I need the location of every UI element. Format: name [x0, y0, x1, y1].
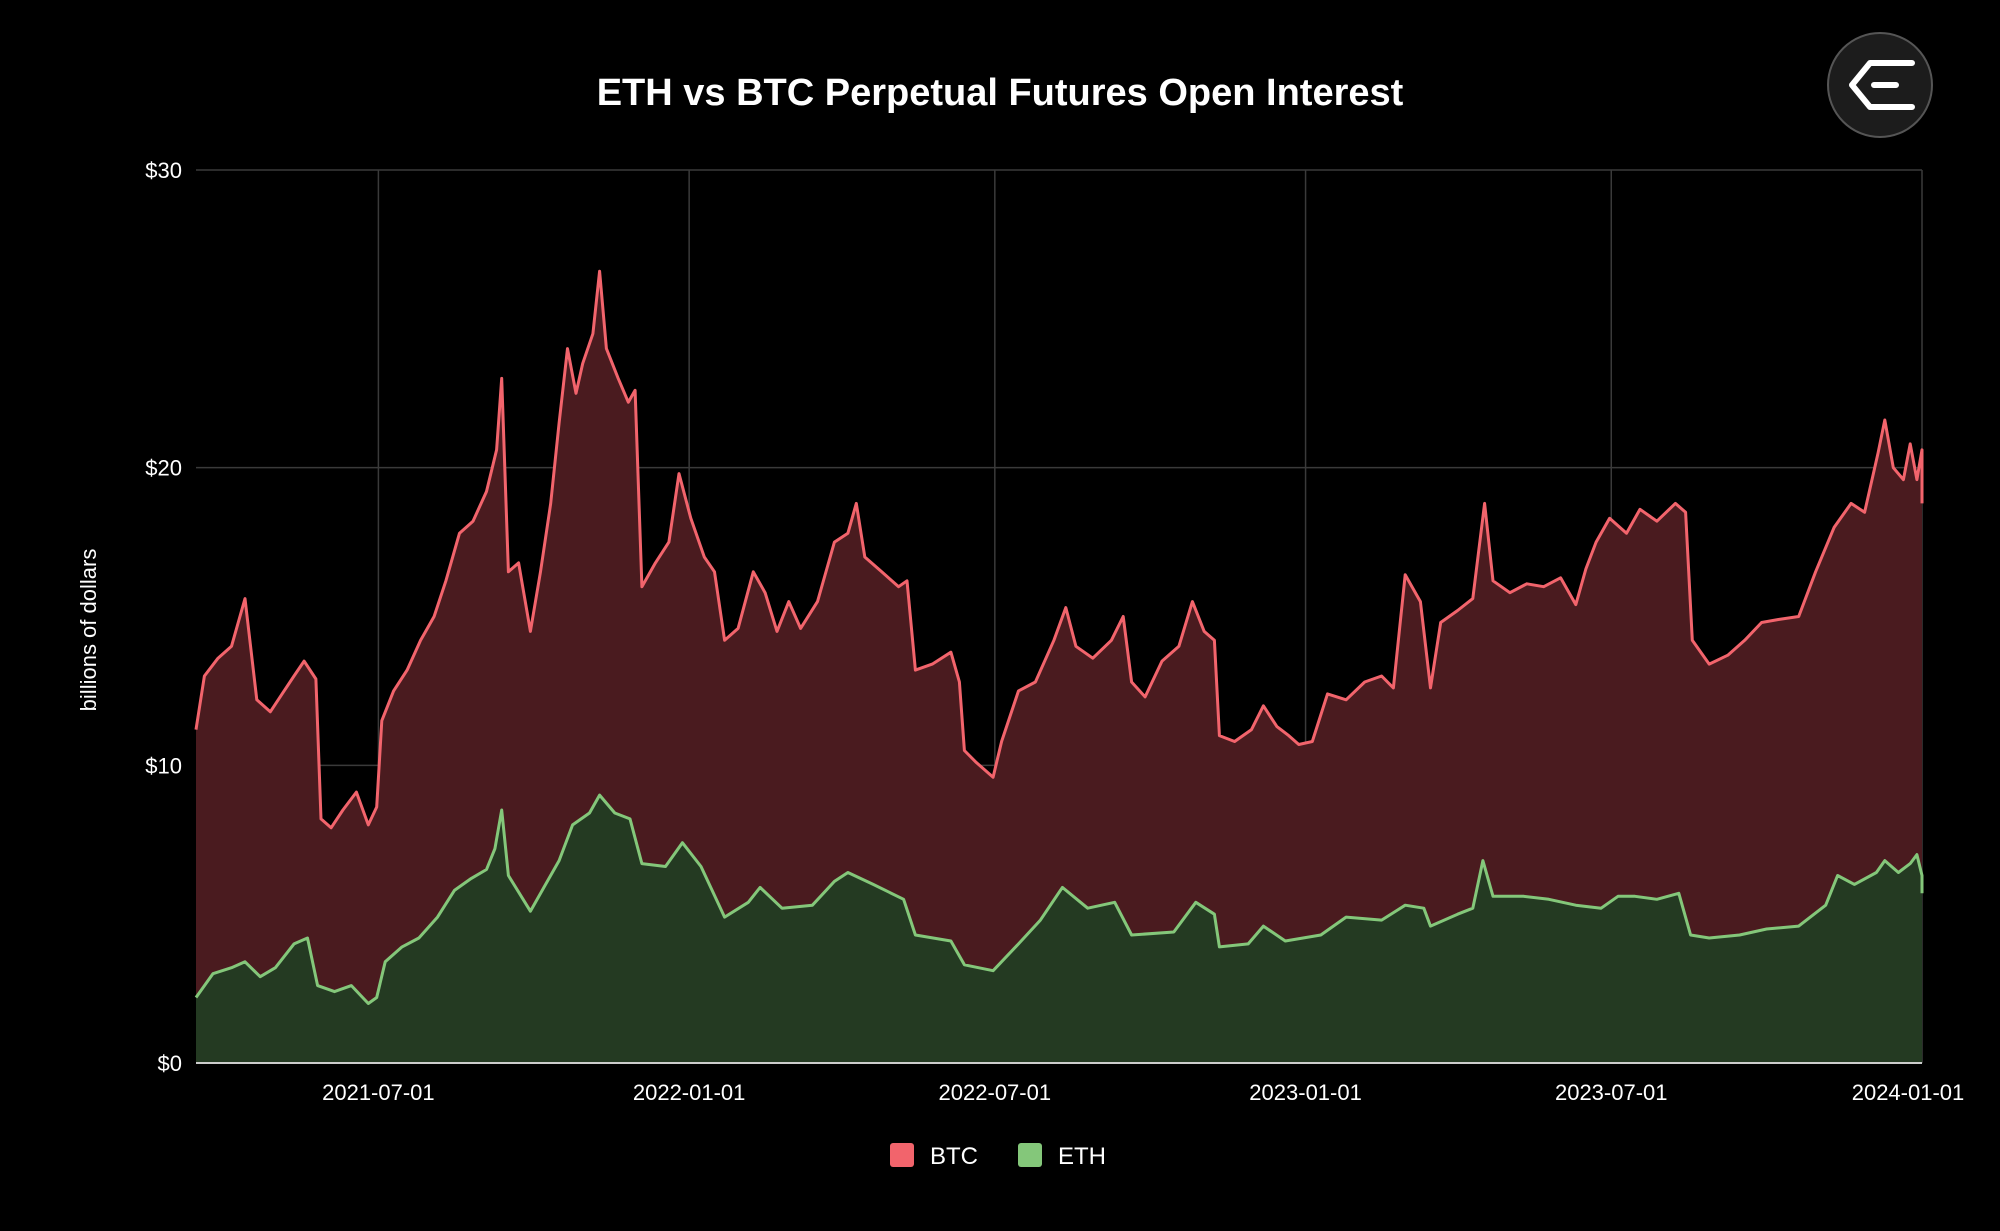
x-tick-label: 2022-07-01 — [939, 1080, 1052, 1105]
x-tick-label: 2021-07-01 — [322, 1080, 435, 1105]
series-areas — [194, 269, 1924, 1063]
btc-line — [194, 269, 1924, 830]
legend-swatch — [1018, 1143, 1042, 1167]
x-tick-label: 2023-01-01 — [1249, 1080, 1362, 1105]
eth-line — [194, 793, 1924, 1005]
legend-item-eth[interactable]: ETH — [1018, 1143, 1106, 1170]
legend-item-btc[interactable]: BTC — [890, 1143, 978, 1170]
y-tick-label: $0 — [158, 1051, 182, 1076]
eth-area — [196, 795, 1922, 1063]
y-axis-label: billions of dollars — [76, 549, 101, 712]
legend-swatch — [890, 1143, 914, 1167]
axes: $0 $10 $20 $30 2021-07-01 2022-01-01 2022-07-0… — [145, 158, 1964, 1105]
exchange-logo-icon — [1827, 32, 1933, 138]
legend-label: BTC — [930, 1143, 978, 1170]
y-tick-label: $30 — [145, 158, 182, 183]
legend: BTC ETH — [890, 1143, 1106, 1170]
x-tick-label: 2022-01-01 — [633, 1080, 746, 1105]
x-tick-label: 2023-07-01 — [1555, 1080, 1668, 1105]
y-tick-label: $20 — [145, 456, 182, 481]
y-tick-label: $10 — [145, 753, 182, 778]
legend-label: ETH — [1058, 1143, 1106, 1170]
x-tick-label: 2024-01-01 — [1852, 1080, 1965, 1105]
chart-title: ETH vs BTC Perpetual Futures Open Intere… — [597, 72, 1404, 114]
